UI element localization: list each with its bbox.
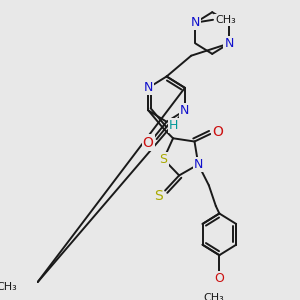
Text: CH₃: CH₃ — [215, 15, 236, 25]
Text: O: O — [214, 272, 224, 285]
Text: CH₃: CH₃ — [204, 293, 224, 300]
Text: N: N — [180, 104, 190, 117]
Text: O: O — [212, 125, 223, 139]
Text: N: N — [194, 158, 203, 171]
Text: CH₃: CH₃ — [0, 282, 17, 292]
Text: N: N — [144, 81, 153, 94]
Text: S: S — [160, 153, 168, 166]
Text: S: S — [154, 189, 163, 203]
Text: N: N — [191, 16, 200, 29]
Text: H: H — [169, 119, 178, 132]
Text: N: N — [224, 37, 234, 50]
Text: O: O — [143, 136, 154, 150]
